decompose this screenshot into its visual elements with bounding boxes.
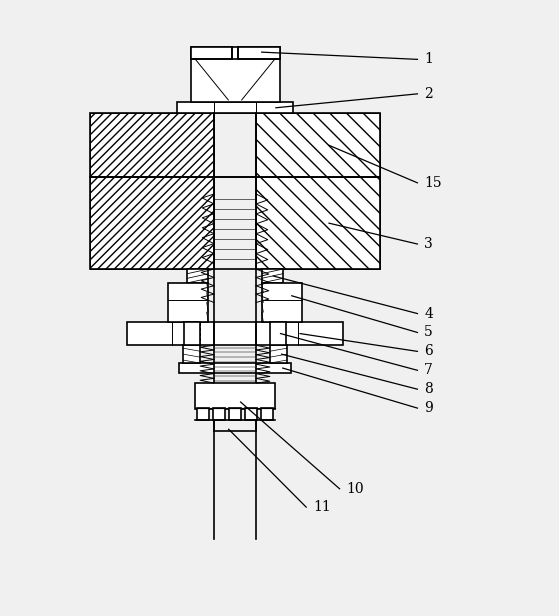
Bar [214, 408, 225, 419]
Text: 4: 4 [424, 307, 433, 320]
Bar [229, 408, 240, 419]
Text: 11: 11 [313, 500, 330, 514]
Text: 10: 10 [346, 482, 364, 496]
Text: 2: 2 [424, 87, 433, 101]
Bar [256, 113, 380, 177]
Text: 1: 1 [424, 52, 433, 67]
Bar [179, 363, 291, 373]
Bar [177, 102, 293, 113]
Bar [270, 345, 287, 363]
Bar [126, 322, 343, 345]
Bar [91, 113, 380, 177]
Bar [245, 408, 257, 419]
Bar [183, 345, 200, 363]
Bar [184, 322, 200, 345]
Text: 15: 15 [424, 176, 442, 190]
Polygon shape [238, 47, 280, 59]
Bar [262, 283, 302, 322]
Text: 3: 3 [424, 237, 433, 251]
Bar [197, 408, 209, 419]
Text: 6: 6 [424, 344, 433, 359]
Bar [191, 47, 280, 102]
Text: 8: 8 [424, 382, 433, 396]
Bar [195, 383, 275, 408]
Text: 5: 5 [424, 325, 433, 339]
Bar [187, 269, 209, 283]
Bar [270, 322, 286, 345]
Text: 9: 9 [424, 401, 433, 415]
Text: 7: 7 [424, 363, 433, 377]
Polygon shape [191, 47, 232, 59]
Bar [168, 283, 209, 322]
Bar [262, 408, 273, 419]
Bar [262, 269, 283, 283]
Bar [91, 177, 214, 269]
Bar [91, 113, 214, 177]
Bar [91, 177, 380, 269]
Bar [256, 177, 380, 269]
